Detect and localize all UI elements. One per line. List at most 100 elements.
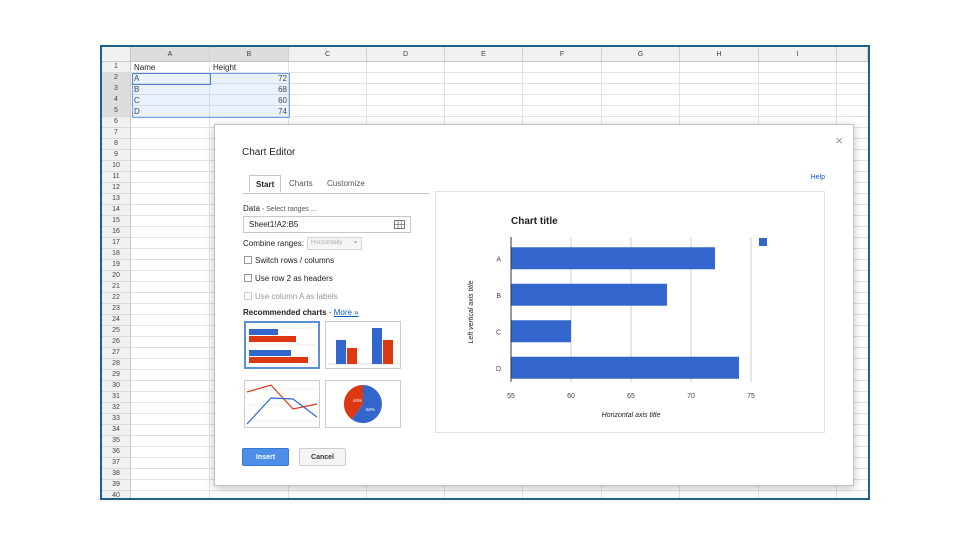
switch-rows-label: Switch rows / columns (255, 256, 335, 265)
row-header[interactable]: 7 (102, 128, 131, 139)
row-header[interactable]: 34 (102, 425, 131, 436)
row-header[interactable]: 11 (102, 172, 131, 183)
row-header[interactable]: 29 (102, 370, 131, 381)
row-header[interactable]: 6 (102, 117, 131, 128)
row-header[interactable]: 20 (102, 271, 131, 282)
column-header[interactable]: D (367, 47, 445, 62)
column-header[interactable]: F (523, 47, 602, 62)
legend-swatch (759, 238, 767, 246)
row-header[interactable]: 18 (102, 249, 131, 260)
row-gridline (131, 116, 868, 117)
column-header[interactable]: B (210, 47, 289, 62)
cell-name[interactable]: B (134, 85, 140, 94)
cell-name[interactable]: A (134, 74, 140, 83)
row-header[interactable]: 10 (102, 161, 131, 172)
x-tick-label: 55 (507, 393, 515, 400)
row-header[interactable]: 36 (102, 447, 131, 458)
row-header[interactable]: 32 (102, 403, 131, 414)
recommended-charts-heading: Recommended charts - More » (243, 308, 359, 317)
row-header[interactable]: 26 (102, 337, 131, 348)
row-header[interactable]: 23 (102, 304, 131, 315)
cell-name[interactable]: C (134, 96, 140, 105)
row-header[interactable]: 22 (102, 293, 131, 304)
data-hint[interactable]: - Select ranges ... (259, 206, 317, 213)
row-header[interactable]: 12 (102, 183, 131, 194)
cell-header-height[interactable]: Height (213, 63, 237, 72)
row-gridline (131, 94, 868, 95)
pie-chart-thumbnail[interactable]: 40% 60% (325, 380, 401, 428)
bar-chart-icon (248, 327, 316, 363)
column-header[interactable]: G (602, 47, 680, 62)
row-header[interactable]: 35 (102, 436, 131, 447)
row-gridline (131, 72, 868, 73)
use-column-labels-checkbox (244, 292, 252, 300)
row-header[interactable]: 39 (102, 480, 131, 491)
tab-charts[interactable]: Charts (289, 179, 313, 188)
tab-start[interactable]: Start (249, 175, 282, 193)
column-header[interactable]: H (680, 47, 759, 62)
row-header[interactable]: 28 (102, 359, 131, 370)
pie-label-60: 60% (366, 407, 375, 412)
cancel-button[interactable]: Cancel (299, 448, 346, 466)
selected-range (132, 73, 290, 118)
chart-editor-dialog: Chart Editor × Help Start Charts Customi… (214, 124, 854, 486)
x-tick-label: 65 (627, 393, 635, 400)
data-range-input[interactable]: Sheet1!A2:B5 (243, 216, 411, 233)
combine-value: Horizontally (311, 240, 343, 246)
row-header[interactable]: 38 (102, 469, 131, 480)
cell-height[interactable]: 68 (278, 85, 287, 94)
row-header[interactable]: 30 (102, 381, 131, 392)
bar-chart-thumbnail[interactable] (244, 321, 320, 369)
row-header[interactable]: 9 (102, 150, 131, 161)
close-icon[interactable]: × (835, 133, 843, 148)
bar-chart: Chart title A B C D 55 60 65 70 75 Horizontal a… (468, 216, 767, 419)
cell-height[interactable]: 72 (278, 74, 287, 83)
row-header[interactable]: 3 (102, 84, 131, 95)
more-charts-link[interactable]: More » (333, 308, 359, 317)
combine-ranges-select[interactable]: Horizontally ▼ (307, 237, 362, 250)
column-chart-thumbnail[interactable] (325, 321, 401, 369)
column-header[interactable]: A (131, 47, 210, 62)
cell-height[interactable]: 60 (278, 96, 287, 105)
column-header-partial[interactable] (837, 47, 868, 62)
grid-select-icon[interactable] (394, 220, 405, 229)
column-header[interactable]: C (289, 47, 367, 62)
row-header[interactable]: 19 (102, 260, 131, 271)
row-header[interactable]: 14 (102, 205, 131, 216)
cell-header-name[interactable]: Name (134, 63, 156, 72)
row-header[interactable]: 21 (102, 282, 131, 293)
column-header[interactable]: E (445, 47, 523, 62)
row-header[interactable]: 40 (102, 491, 131, 498)
row-header[interactable]: 5 (102, 106, 131, 117)
editor-tabs: Start Charts Customize (243, 175, 429, 194)
use-row-headers-checkbox[interactable] (244, 274, 252, 282)
tab-customize[interactable]: Customize (327, 179, 365, 188)
row-header[interactable]: 15 (102, 216, 131, 227)
row-header[interactable]: 13 (102, 194, 131, 205)
row-header[interactable]: 33 (102, 414, 131, 425)
row-header[interactable]: 8 (102, 139, 131, 150)
row-header[interactable]: 31 (102, 392, 131, 403)
row-header[interactable]: 16 (102, 227, 131, 238)
row-header[interactable]: 37 (102, 458, 131, 469)
row-header[interactable]: 24 (102, 315, 131, 326)
help-link[interactable]: Help (810, 174, 825, 181)
insert-button[interactable]: Insert (242, 448, 289, 466)
cell-name[interactable]: D (134, 107, 140, 116)
switch-rows-checkbox[interactable] (244, 256, 252, 264)
row-header[interactable]: 17 (102, 238, 131, 249)
data-label: Data (243, 204, 260, 213)
row-header[interactable]: 2 (102, 73, 131, 84)
column-header[interactable]: I (759, 47, 837, 62)
cell-height[interactable]: 74 (278, 107, 287, 116)
line-chart-thumbnail[interactable] (244, 380, 320, 428)
row-header[interactable]: 1 (102, 62, 131, 73)
grid-corner[interactable] (102, 47, 131, 62)
active-cell[interactable] (132, 73, 211, 85)
recommended-separator: - (326, 308, 334, 317)
use-column-labels-label: Use column A as labels (255, 292, 338, 301)
row-header[interactable]: 27 (102, 348, 131, 359)
use-row-headers-label: Use row 2 as headers (255, 274, 333, 283)
row-header[interactable]: 4 (102, 95, 131, 106)
row-header[interactable]: 25 (102, 326, 131, 337)
